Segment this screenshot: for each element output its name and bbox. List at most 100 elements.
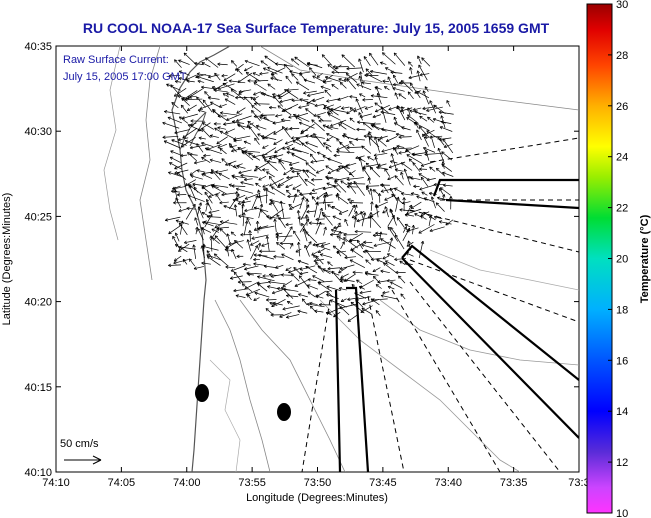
current-vector [358, 58, 364, 73]
current-vector [349, 200, 363, 205]
current-vector [246, 271, 262, 275]
current-vector [189, 95, 197, 99]
current-vector [332, 215, 342, 221]
current-vector [281, 253, 294, 261]
current-vector [169, 156, 181, 163]
current-vector [364, 106, 373, 110]
current-vector [199, 103, 213, 110]
current-vector [326, 182, 334, 187]
current-vector [254, 102, 270, 106]
current-vector [314, 103, 325, 108]
current-vector [167, 116, 182, 124]
current-vector [178, 70, 190, 76]
colorbar-tick-label: 20 [616, 254, 628, 266]
current-vector [327, 261, 333, 267]
current-vector [399, 260, 406, 266]
current-vector [268, 176, 278, 187]
current-vector [178, 208, 189, 213]
current-vector [178, 245, 197, 250]
current-vector [201, 173, 213, 179]
current-vector [315, 294, 324, 299]
current-vector [426, 106, 443, 112]
current-vector [201, 141, 214, 147]
current-vector [400, 107, 413, 113]
current-vector [262, 184, 270, 188]
current-vector [196, 75, 214, 83]
current-vector [173, 255, 182, 262]
current-vector [398, 135, 412, 139]
current-vector [305, 198, 309, 210]
current-vector [259, 249, 276, 253]
current-vector [413, 121, 430, 131]
current-vector [307, 91, 325, 97]
current-vector [311, 119, 325, 132]
current-vector [327, 157, 343, 165]
current-vector [430, 196, 436, 209]
current-vector [237, 123, 251, 129]
current-vector [244, 207, 259, 213]
bathymetry-contour-7 [209, 359, 241, 472]
current-vector [375, 310, 381, 317]
current-vector [282, 280, 293, 287]
current-vector [296, 172, 308, 187]
current-vector [286, 150, 294, 155]
current-vector [394, 175, 404, 186]
current-vector [289, 70, 299, 74]
current-vector [231, 120, 245, 124]
lane-line-3 [409, 209, 579, 253]
current-vector [282, 305, 300, 311]
current-vector [354, 229, 372, 234]
colorbar-tick-label: 26 [616, 101, 628, 113]
current-vector [164, 110, 181, 115]
current-vector [213, 88, 228, 93]
current-vector [361, 81, 371, 85]
current-vector [318, 119, 332, 123]
current-vector [302, 169, 310, 178]
x-tick-label: 73:45 [369, 477, 397, 489]
current-vector [274, 146, 285, 154]
current-vector [266, 171, 275, 178]
current-vector [275, 114, 283, 118]
current-vector [340, 298, 347, 303]
current-vector [257, 283, 268, 292]
current-vector [209, 158, 222, 163]
current-vector [238, 214, 254, 219]
current-vector [244, 66, 253, 72]
current-vector [247, 120, 261, 131]
current-vector [190, 174, 203, 180]
current-vector [164, 216, 181, 222]
x-tick-label: 73:3 [568, 477, 589, 489]
current-vector [253, 257, 260, 262]
current-vector [214, 235, 228, 249]
current-vector [325, 165, 334, 172]
current-vector [441, 163, 452, 172]
current-vector [338, 123, 347, 130]
current-vector [393, 74, 398, 84]
current-vector [221, 74, 228, 78]
current-vector [174, 79, 182, 84]
current-vector [185, 203, 196, 220]
current-vector [366, 186, 371, 195]
current-vector [341, 106, 350, 110]
current-vector [395, 196, 400, 212]
current-vector [283, 226, 293, 242]
current-vector [380, 127, 396, 133]
current-vector [363, 134, 381, 139]
current-vector [226, 92, 235, 97]
current-vector [237, 280, 252, 284]
current-vector [343, 233, 358, 237]
current-vector [275, 232, 280, 241]
current-vector [180, 104, 188, 114]
current-vector [381, 183, 389, 194]
y-tick-label: 40:30 [24, 126, 52, 138]
current-vector [380, 106, 387, 123]
current-vector [372, 267, 381, 273]
current-vector [308, 221, 325, 225]
current-vector [321, 211, 333, 226]
current-vector [252, 72, 260, 77]
current-vector [327, 167, 341, 175]
current-vector [244, 59, 260, 67]
current-vector [364, 272, 379, 276]
current-vector [349, 95, 358, 99]
current-vector [215, 169, 229, 174]
